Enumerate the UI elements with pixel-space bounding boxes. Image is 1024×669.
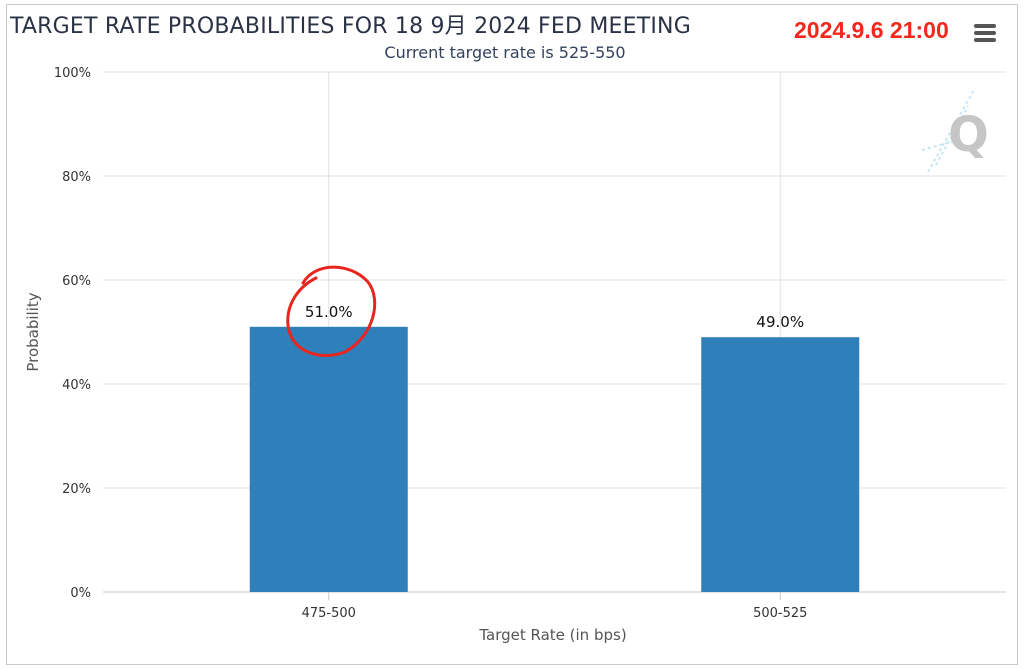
- hamburger-menu-icon[interactable]: [970, 24, 1000, 50]
- bar-500-525[interactable]: [701, 337, 860, 592]
- x-tick-label: 500-525: [753, 606, 807, 621]
- data-label-500-525: 49.0%: [756, 313, 804, 331]
- y-tick-label: 0%: [70, 586, 91, 601]
- x-axis-ticks: 475-500 500-525: [302, 592, 807, 621]
- data-label-475-500: 51.0%: [305, 303, 353, 321]
- bars: [249, 326, 860, 592]
- y-axis-title: Probability: [24, 292, 42, 371]
- y-tick-label: 40%: [62, 378, 91, 393]
- q-logo-watermark: Q: [921, 87, 989, 173]
- x-axis-title: Target Rate (in bps): [478, 626, 626, 644]
- y-tick-label: 100%: [54, 66, 91, 81]
- chart-subtitle: Current target rate is 525-550: [384, 43, 626, 62]
- annotation-circle: [286, 265, 377, 357]
- data-labels: 51.0% 49.0%: [305, 303, 804, 331]
- y-tick-label: 60%: [62, 274, 91, 289]
- bar-475-500[interactable]: [249, 326, 408, 592]
- svg-text:Q: Q: [948, 107, 989, 163]
- y-tick-label: 20%: [62, 482, 91, 497]
- grid-lines: [103, 71, 1006, 593]
- chart-title: TARGET RATE PROBABILITIES FOR 18 9月 2024…: [10, 14, 691, 39]
- x-tick-label: 475-500: [302, 606, 356, 621]
- y-tick-label: 80%: [62, 170, 91, 185]
- timestamp: 2024.9.6 21:00: [794, 17, 949, 43]
- y-axis-ticks: 0% 20% 40% 60% 80% 100%: [54, 66, 91, 601]
